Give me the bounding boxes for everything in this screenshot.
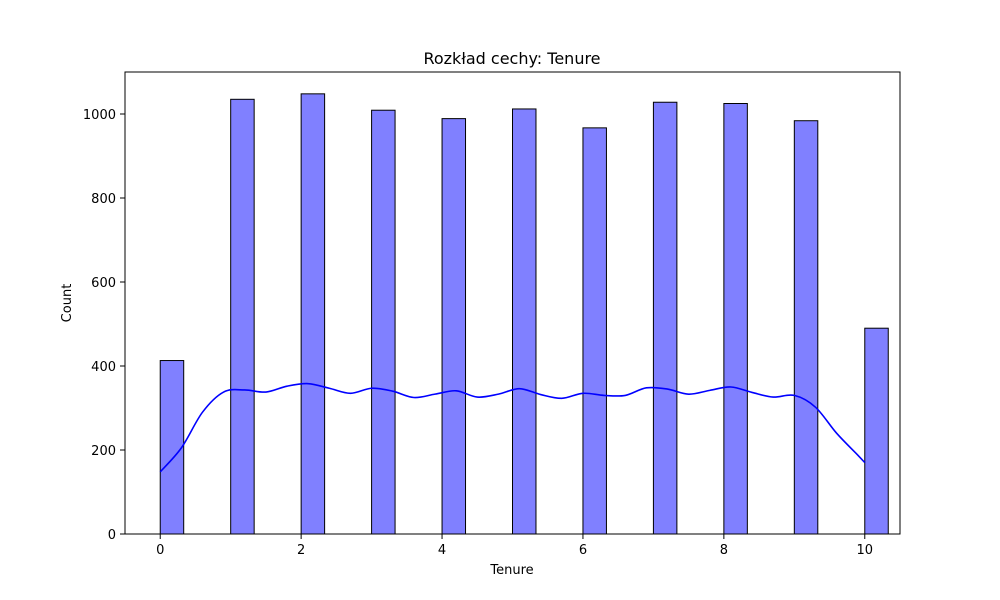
y-axis-label: Count <box>60 284 75 323</box>
kde-line <box>159 382 866 473</box>
y-tick-label-400: 400 <box>91 360 116 375</box>
bar-10 <box>864 327 889 535</box>
y-tick-label-800: 800 <box>91 192 116 207</box>
x-axis-label: Tenure <box>489 563 533 578</box>
bar-9 <box>793 120 819 535</box>
y-tick-label-200: 200 <box>91 444 116 459</box>
y-tick-label-0: 0 <box>108 528 116 543</box>
y-axis-ticks: 0 200 400 600 800 1000 <box>83 108 125 543</box>
x-tick-label-6: 6 <box>579 543 587 558</box>
bar-4 <box>441 118 467 535</box>
bar-3 <box>371 109 396 535</box>
bar-5 <box>512 108 537 535</box>
bars-layer <box>159 93 889 535</box>
bar-7 <box>652 101 678 535</box>
y-tick-label-1000: 1000 <box>83 108 116 123</box>
bar-2 <box>300 93 326 535</box>
bar-1 <box>230 98 255 535</box>
x-tick-label-10: 10 <box>856 543 873 558</box>
bar-0 <box>159 360 185 535</box>
x-tick-label-8: 8 <box>720 543 728 558</box>
x-tick-label-4: 4 <box>438 543 446 558</box>
bar-8 <box>723 103 748 535</box>
chart-title: Rozkład cechy: Tenure <box>423 49 600 68</box>
x-tick-label-0: 0 <box>156 543 164 558</box>
x-axis-ticks: 0 2 4 6 8 10 <box>156 534 873 558</box>
x-tick-label-2: 2 <box>297 543 305 558</box>
plot-frame <box>124 71 901 535</box>
y-tick-label-600: 600 <box>91 276 116 291</box>
bar-6 <box>582 127 607 535</box>
